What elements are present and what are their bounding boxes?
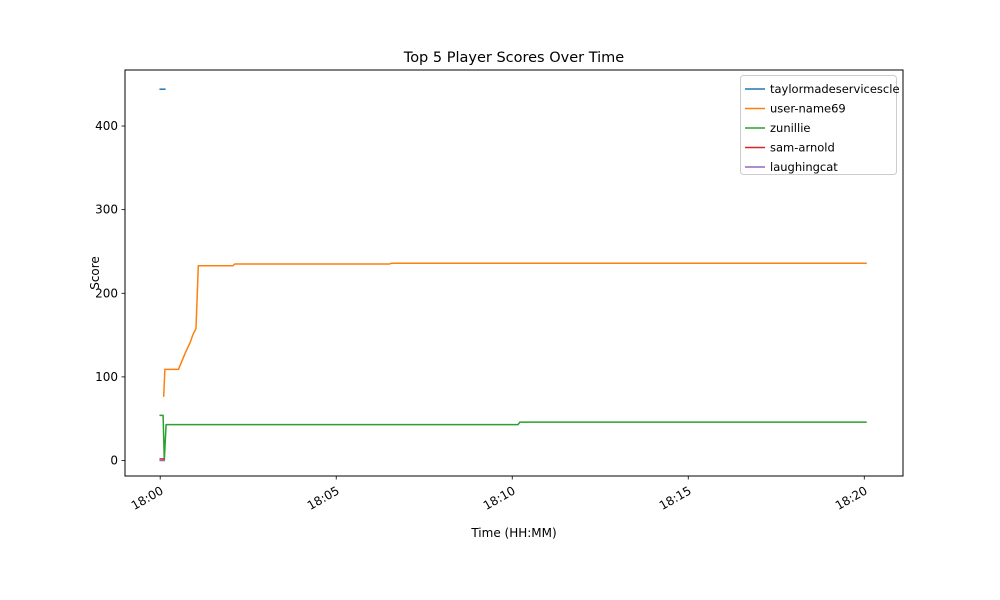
x-tick-label: 18:05 xyxy=(305,483,342,512)
x-tick-label: 18:20 xyxy=(833,483,870,512)
x-axis-ticks: 18:00 18:05 18:10 18:15 18:20 xyxy=(129,476,870,513)
series-line-user-name69 xyxy=(162,262,867,397)
chart-title: Top 5 Player Scores Over Time xyxy=(403,50,624,66)
legend-box xyxy=(740,75,897,175)
legend-label-user-name69: user-name69 xyxy=(770,102,846,116)
series-lines xyxy=(159,88,867,462)
y-tick-label: 400 xyxy=(95,119,118,133)
legend-label-taylormadeservicescle: taylormadeservicescle xyxy=(770,82,900,96)
x-tick-label: 18:10 xyxy=(481,483,518,512)
legend-label-sam-arnold: sam-arnold xyxy=(770,141,835,155)
plot-area xyxy=(124,69,904,477)
x-tick-label: 18:15 xyxy=(657,483,694,512)
series-line-zunillie xyxy=(159,414,867,462)
y-tick-label: 100 xyxy=(95,370,118,384)
x-tick-label: 18:00 xyxy=(129,483,166,512)
y-tick-label: 0 xyxy=(110,454,118,468)
y-axis-title: Score xyxy=(88,256,102,290)
legend-label-zunillie: zunillie xyxy=(770,121,810,135)
legend-label-laughingcat: laughingcat xyxy=(770,160,838,174)
legend: taylormadeservicescle user-name69 zunillie… xyxy=(740,75,900,175)
y-tick-label: 300 xyxy=(95,203,118,217)
x-axis-title: Time (HH:MM) xyxy=(470,526,556,540)
y-tick-label: 200 xyxy=(95,286,118,300)
y-axis-ticks: 0 100 200 300 400 xyxy=(95,119,125,468)
